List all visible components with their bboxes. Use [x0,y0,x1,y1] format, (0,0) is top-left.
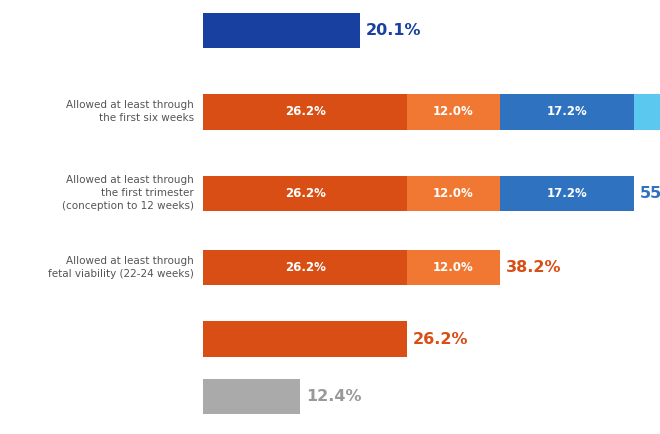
Bar [407,176,500,211]
Text: 20.1%: 20.1% [366,23,421,38]
Bar [203,379,300,414]
Bar [407,94,500,129]
Bar [500,94,634,129]
Bar [203,322,407,357]
Text: 12.0%: 12.0% [433,261,474,274]
Bar [203,94,407,129]
Text: 26.2%: 26.2% [284,105,325,118]
Bar [500,176,634,211]
Text: 55.4%: 55.4% [640,186,660,201]
Text: 12.4%: 12.4% [306,389,362,404]
Text: 12.0%: 12.0% [433,187,474,200]
Text: Allowed at least through
the first trimester
(conception to 12 weeks): Allowed at least through the first trime… [62,175,194,211]
Text: 17.2%: 17.2% [546,105,587,118]
Bar [203,13,360,48]
Text: 26.2%: 26.2% [284,187,325,200]
Bar [203,250,407,286]
Text: 26.2%: 26.2% [413,332,469,347]
Text: 17.2%: 17.2% [546,187,587,200]
Text: 12.0%: 12.0% [433,105,474,118]
Text: 38.2%: 38.2% [506,260,562,275]
Bar [407,250,500,286]
Text: 26.2%: 26.2% [284,261,325,274]
Bar [203,176,407,211]
Text: Allowed at least through
the first six weeks: Allowed at least through the first six w… [67,100,194,124]
Text: Allowed at least through
fetal viability (22-24 weeks): Allowed at least through fetal viability… [48,256,194,279]
Bar [634,94,660,129]
